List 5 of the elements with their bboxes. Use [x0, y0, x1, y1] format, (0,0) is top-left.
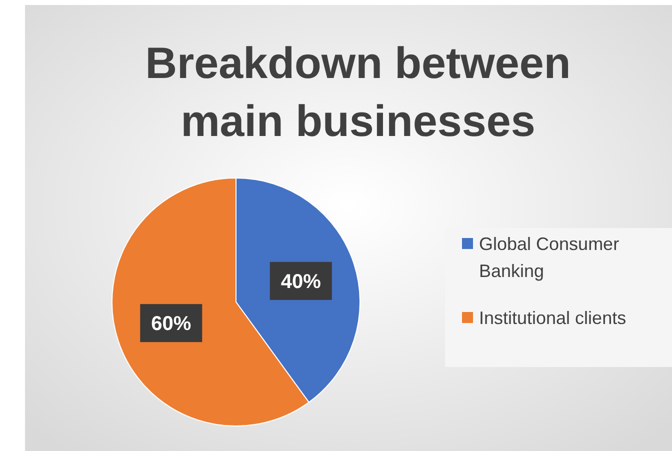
data-label: 60%	[151, 313, 192, 336]
chart-title: Breakdown between main businesses	[145, 39, 571, 146]
legend-label: Global Consumer Banking	[479, 234, 620, 281]
legend-label: Institutional clients	[479, 308, 626, 328]
data-label: 40%	[280, 270, 322, 293]
